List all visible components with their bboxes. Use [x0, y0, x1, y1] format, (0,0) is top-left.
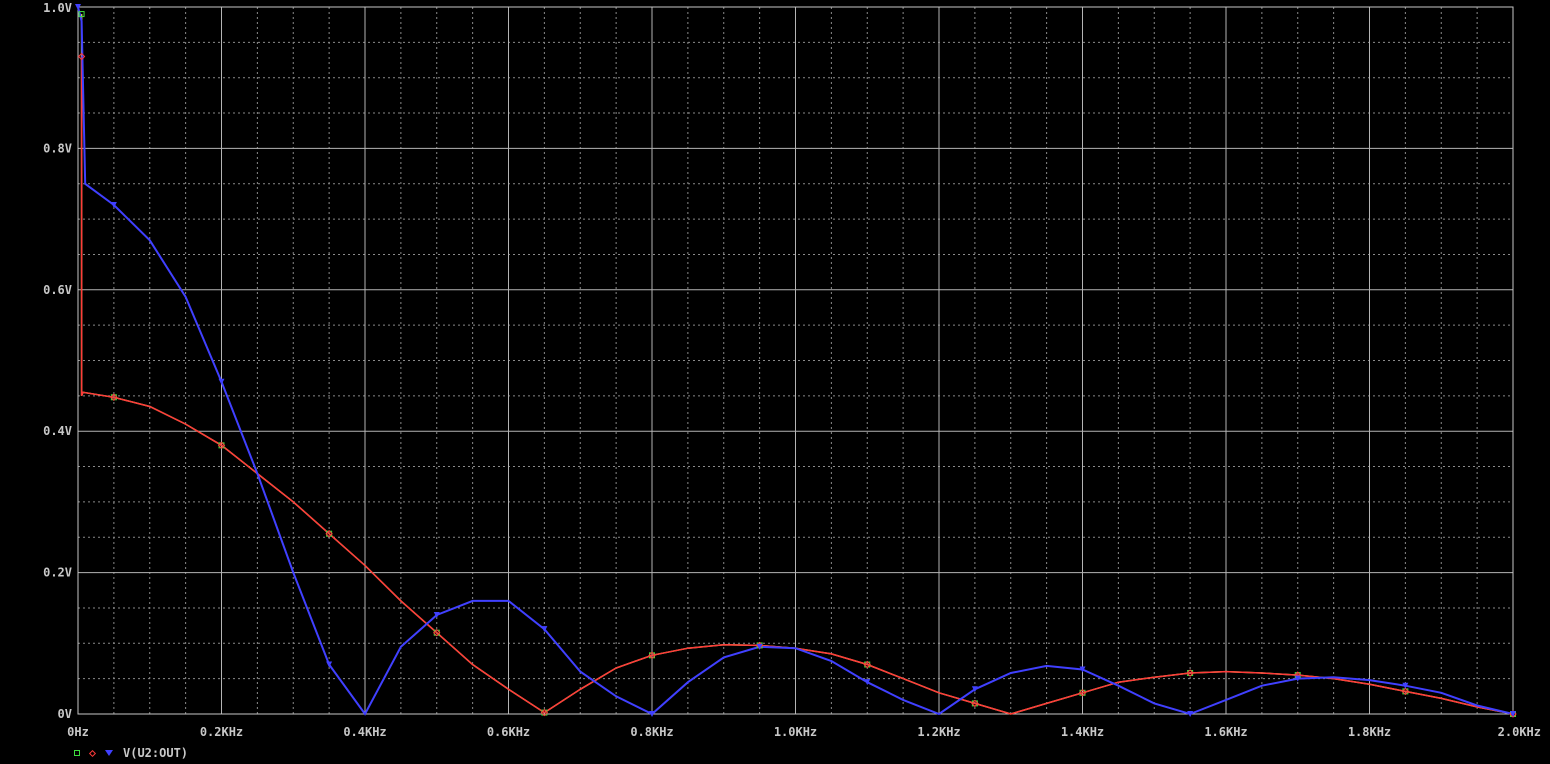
series-marker-triangle — [864, 679, 871, 686]
plot-frame — [77, 6, 1514, 715]
series-marker-triangle — [971, 686, 978, 693]
series-marker-diamond — [1078, 689, 1087, 697]
x-tick-label: 2.0KHz — [1498, 725, 1541, 739]
x-tick-label: 1.2KHz — [917, 725, 960, 739]
x-tick-label: 1.6KHz — [1204, 725, 1247, 739]
series-marker-triangle — [649, 711, 655, 717]
series-marker-diamond — [1186, 669, 1194, 677]
series-line-2 — [80, 56, 1514, 715]
y-tick-label: 0.2V — [43, 566, 72, 580]
series-marker-triangle — [1402, 682, 1409, 689]
x-tick-label: 0.2KHz — [200, 725, 243, 739]
series-marker-triangle — [1187, 711, 1194, 717]
series-marker-triangle — [1294, 675, 1301, 682]
series-marker-triangle — [218, 378, 225, 385]
series-marker-diamond — [540, 708, 549, 717]
x-tick-label: 0Hz — [67, 725, 89, 739]
x-tick-label: 0.4KHz — [343, 725, 386, 739]
x-tick-label: 1.4KHz — [1061, 725, 1104, 739]
series-marker-diamond — [971, 699, 979, 708]
series-marker-diamond — [863, 660, 871, 669]
series-marker-diamond — [648, 651, 656, 660]
series-marker-triangle — [541, 626, 548, 633]
series-marker-triangle — [75, 4, 81, 10]
series-marker-diamond — [1401, 687, 1410, 696]
series-marker-square — [78, 11, 85, 18]
x-tick-label: 1.8KHz — [1348, 725, 1391, 739]
series-line-1 — [80, 14, 1514, 715]
y-tick-label: 0.8V — [43, 141, 72, 155]
legend: V(U2:OUT) — [74, 744, 188, 762]
y-tick-label: 0V — [58, 707, 72, 721]
y-tick-label: 1.0V — [43, 1, 72, 15]
series-marker-triangle — [433, 612, 440, 619]
x-tick-label: 1.0KHz — [774, 725, 817, 739]
series-marker-diamond — [325, 530, 333, 538]
series-marker-triangle — [110, 201, 117, 208]
series-marker-triangle — [326, 661, 333, 668]
series-marker-diamond — [433, 628, 441, 637]
y-tick-label: 0.4V — [43, 424, 72, 438]
square-marker-icon — [74, 750, 80, 756]
series-marker-diamond — [217, 441, 226, 450]
triangle-marker-icon — [105, 750, 113, 756]
y-tick-label: 0.6V — [43, 283, 72, 297]
series-marker-diamond — [110, 393, 118, 401]
series-marker-triangle — [756, 643, 763, 650]
series-marker-triangle — [1510, 711, 1516, 717]
legend-label: V(U2:OUT) — [123, 746, 189, 760]
x-tick-label: 0.6KHz — [487, 725, 530, 739]
diamond-marker-icon — [88, 749, 97, 757]
x-tick-label: 0.8KHz — [630, 725, 673, 739]
series-marker-triangle — [1079, 666, 1086, 673]
series-marker-diamond — [77, 52, 86, 61]
